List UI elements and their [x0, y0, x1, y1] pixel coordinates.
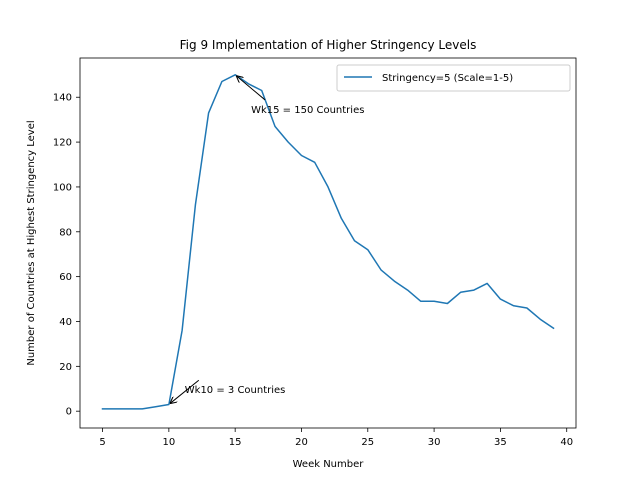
series-line — [101, 74, 555, 410]
annotation-label: Wk10 = 3 Countries — [185, 385, 286, 396]
x-tick-label: 35 — [494, 437, 507, 448]
y-tick-label: 20 — [59, 362, 72, 373]
annotation-arrow — [170, 379, 200, 403]
y-axis-label: Number of Countries at Highest Stringenc… — [26, 120, 37, 365]
y-tick-label: 40 — [59, 317, 72, 328]
annotation-label: Wk15 = 150 Countries — [251, 105, 364, 116]
annotation-arrow — [237, 76, 266, 101]
y-tick-label: 140 — [53, 93, 72, 104]
y-tick-label: 100 — [53, 182, 72, 193]
legend-label: Stringency=5 (Scale=1-5) — [382, 73, 513, 84]
y-tick-label: 60 — [59, 272, 72, 283]
y-tick-label: 120 — [53, 138, 72, 149]
x-tick-label: 40 — [560, 437, 573, 448]
x-tick-label: 10 — [162, 437, 175, 448]
axis-ticks: 5 10 15 20 25 30 35 40 0 20 40 60 80 100 120 140 — [53, 93, 573, 448]
x-tick-label: 5 — [99, 437, 105, 448]
annotations: Wk15 = 150 Countries Wk10 = 3 Countries — [170, 76, 364, 403]
x-tick-label: 15 — [229, 437, 242, 448]
x-tick-label: 30 — [428, 437, 441, 448]
series-layer — [101, 74, 555, 410]
x-tick-label: 25 — [361, 437, 374, 448]
y-tick-label: 80 — [59, 227, 72, 238]
plot-frame — [79, 57, 577, 429]
x-tick-label: 20 — [295, 437, 308, 448]
legend: Stringency=5 (Scale=1-5) — [336, 64, 571, 92]
y-tick-label: 0 — [66, 407, 72, 418]
x-axis-label: Week Number — [293, 459, 365, 470]
chart-title: Fig 9 Implementation of Higher Stringenc… — [180, 38, 477, 52]
legend-box — [336, 64, 571, 92]
